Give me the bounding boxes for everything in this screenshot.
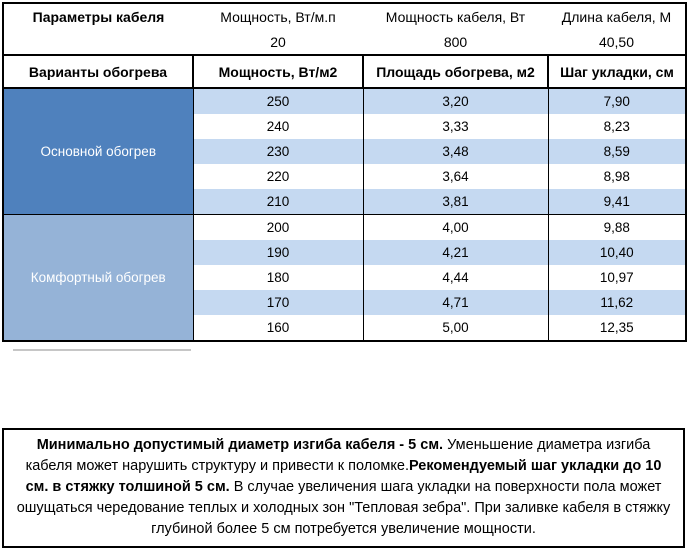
table-row: 220 3,64 8,98 xyxy=(3,164,686,189)
table-row: 160 5,00 12,35 xyxy=(3,315,686,341)
heating-area-cell: 5,00 xyxy=(362,315,548,341)
laying-step-cell: 9,41 xyxy=(547,189,686,215)
power-per-meter-value: 20 xyxy=(270,34,286,50)
heating-area-cell: 3,20 xyxy=(362,88,548,114)
heating-area-cell: 3,64 xyxy=(362,164,548,189)
table-row: 210 3,81 9,41 xyxy=(3,189,686,215)
heating-area-cell: 4,44 xyxy=(362,265,548,290)
variants-title: Варианты обогрева xyxy=(3,54,193,89)
table-row: 190 4,21 10,40 xyxy=(3,240,686,265)
variants-header-row: Варианты обогрева Мощность, Вт/м2 Площад… xyxy=(3,54,686,89)
group-label: Основной обогрев xyxy=(3,88,194,215)
note-text-bend-warning: Уменьшение диаметра изгиба кабеля может … xyxy=(25,437,651,474)
col-header-cable-power: Мощность кабеля, Вт xyxy=(385,9,526,25)
heating-area-cell: 3,33 xyxy=(362,114,548,139)
cable-params-header-row: Параметры кабеля Мощность, Вт/м.п Мощнос… xyxy=(3,3,686,30)
col-header-laying-step: Шаг укладки, см xyxy=(547,54,686,89)
laying-step-cell: 12,35 xyxy=(547,315,686,341)
power-density-cell: 240 xyxy=(192,114,363,139)
laying-step-cell: 8,59 xyxy=(547,139,686,164)
heating-area-cell: 4,00 xyxy=(362,214,548,240)
cable-params-title: Параметры кабеля xyxy=(32,9,165,25)
laying-step-cell: 8,98 xyxy=(547,164,686,189)
group-label: Комфортный обогрев xyxy=(3,214,194,341)
heating-area-cell: 4,21 xyxy=(362,240,548,265)
col-header-cable-length: Длина кабеля, М xyxy=(561,9,672,25)
heating-area-cell: 3,48 xyxy=(362,139,548,164)
note-bold-bend-diameter: Минимально допустимый диаметр изгиба каб… xyxy=(36,437,444,453)
power-density-cell: 170 xyxy=(192,290,363,315)
table-row: Основной обогрев 250 3,20 7,90 xyxy=(3,88,686,215)
cable-length-value: 40,50 xyxy=(598,34,635,50)
table-bottom-shadow xyxy=(13,349,191,351)
power-density-cell: 220 xyxy=(192,164,363,189)
col-header-heating-area: Площадь обогрева, м2 xyxy=(362,54,548,89)
power-density-cell: 180 xyxy=(192,265,363,290)
installation-note: Минимально допустимый диаметр изгиба каб… xyxy=(2,428,685,548)
note-text-step-warning: В случае увеличения шага укладки на пове… xyxy=(16,479,671,537)
power-density-cell: 250 xyxy=(192,88,363,114)
laying-step-cell: 7,90 xyxy=(547,88,686,114)
table-row: 240 3,33 8,23 xyxy=(3,114,686,139)
heating-area-cell: 4,71 xyxy=(362,290,548,315)
table-row: 180 4,44 10,97 xyxy=(3,265,686,290)
laying-step-cell: 11,62 xyxy=(547,290,686,315)
heating-cable-table: Параметры кабеля Мощность, Вт/м.п Мощнос… xyxy=(2,2,687,342)
cable-params-values-row: 20 800 40,50 xyxy=(3,30,686,55)
laying-step-cell: 9,88 xyxy=(547,214,686,240)
table-row: 230 3,48 8,59 xyxy=(3,139,686,164)
heating-area-cell: 3,81 xyxy=(362,189,548,215)
table-row: Комфортный обогрев 200 4,00 9,88 xyxy=(3,214,686,341)
col-header-power-per-meter: Мощность, Вт/м.п xyxy=(220,9,336,25)
power-density-cell: 190 xyxy=(192,240,363,265)
power-density-cell: 200 xyxy=(192,214,363,240)
cable-power-value: 800 xyxy=(443,34,468,50)
power-density-cell: 160 xyxy=(192,315,363,341)
laying-step-cell: 10,40 xyxy=(547,240,686,265)
laying-step-cell: 10,97 xyxy=(547,265,686,290)
col-header-power-density: Мощность, Вт/м2 xyxy=(192,54,363,89)
table-row: 170 4,71 11,62 xyxy=(3,290,686,315)
note-bold-recommended-step: Рекомендуемый шаг укладки до 10 см. в ст… xyxy=(25,458,662,495)
power-density-cell: 210 xyxy=(192,189,363,215)
laying-step-cell: 8,23 xyxy=(547,114,686,139)
empty-cell xyxy=(3,30,193,55)
power-density-cell: 230 xyxy=(192,139,363,164)
